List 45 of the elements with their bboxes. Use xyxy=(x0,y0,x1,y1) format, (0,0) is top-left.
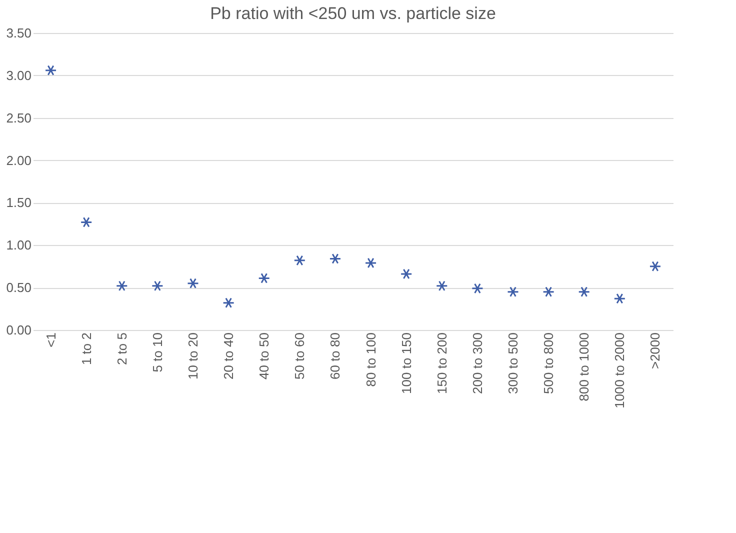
y-tick-label: 1.00 xyxy=(6,238,32,253)
x-tick-label: 1000 to 2000 xyxy=(612,332,628,408)
point xyxy=(258,272,270,284)
y-tick-label: 0.00 xyxy=(6,322,32,338)
x-tick-label: 20 to 40 xyxy=(221,332,236,380)
y-tick-label: 2.00 xyxy=(6,152,32,168)
y-tick-label: 3.50 xyxy=(6,26,32,40)
point xyxy=(507,286,519,298)
point xyxy=(649,261,662,272)
point xyxy=(436,280,448,292)
point xyxy=(471,283,484,294)
point xyxy=(294,255,306,266)
x-tick-label: 800 to 1000 xyxy=(576,332,592,402)
x-tick-label: 100 to 150 xyxy=(398,332,414,394)
x-tick-label: 500 to 800 xyxy=(541,332,556,394)
y-tick-label: 0.50 xyxy=(6,280,32,296)
x-tick-label: 1 to 2 xyxy=(78,332,94,366)
chart-title: Pb ratio with <250 um vs. particle size xyxy=(210,4,496,23)
x-tick-label: 2 to 5 xyxy=(114,332,130,366)
point xyxy=(614,293,626,304)
x-tick-label: 50 to 60 xyxy=(292,332,308,380)
point xyxy=(151,280,164,292)
point xyxy=(44,65,57,76)
x-tick-label: 200 to 300 xyxy=(470,332,485,394)
point xyxy=(187,278,199,289)
x-tick-label: 40 to 50 xyxy=(256,332,272,380)
x-tick-label: 5 to 10 xyxy=(150,332,165,372)
x-tick-label: <1 xyxy=(43,332,58,348)
point xyxy=(329,253,342,264)
y-tick-label: 3.00 xyxy=(6,68,32,83)
x-tick-label: 10 to 20 xyxy=(186,332,200,380)
x-tick-label: 300 to 500 xyxy=(506,332,520,394)
point xyxy=(116,280,128,292)
point xyxy=(400,268,412,280)
x-tick-label: 80 to 100 xyxy=(363,332,378,387)
y-tick-label: 2.50 xyxy=(6,110,32,126)
point xyxy=(222,298,235,308)
point xyxy=(364,258,377,268)
point xyxy=(80,216,92,228)
x-tick-label: 60 to 80 xyxy=(328,332,343,380)
y-tick-label: 1.50 xyxy=(6,195,32,210)
point xyxy=(542,286,555,298)
x-tick-label: 150 to 200 xyxy=(434,332,450,394)
x-tick-label: >2000 xyxy=(648,332,663,370)
point xyxy=(578,286,590,298)
